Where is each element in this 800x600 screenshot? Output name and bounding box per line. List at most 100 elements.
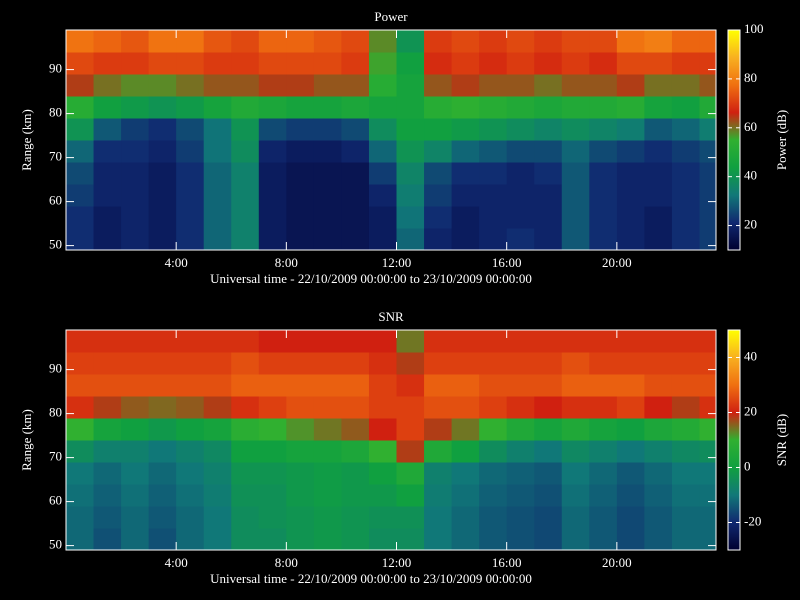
cell [644,374,673,397]
cell [93,528,122,550]
cell [66,352,95,375]
cell [148,52,177,75]
cell [286,484,315,507]
cell [93,352,122,375]
cell [368,528,398,550]
cell [616,206,645,229]
cell [396,396,425,419]
cell [616,484,645,507]
cell [203,74,232,97]
cell [93,440,122,463]
cell [313,206,342,229]
cell [424,206,453,229]
cell [451,484,480,507]
cell [93,118,122,141]
cell [699,118,716,141]
y-tick-label: 70 [49,449,62,464]
cell [534,184,563,207]
cell [341,484,370,507]
cell [396,330,425,353]
cell [368,162,398,185]
cell [66,418,95,441]
cell [534,374,563,397]
cell [176,528,205,550]
cell [451,30,480,53]
cell [616,330,645,353]
cell [506,162,535,185]
cell [286,162,315,185]
x-tick-label: 20:00 [602,255,632,270]
cell [451,374,480,397]
cell [231,228,260,250]
cell [644,118,673,141]
cell [699,396,716,419]
cell [534,118,563,141]
cell [424,184,453,207]
cell [589,528,618,550]
cell [589,418,618,441]
cell [396,418,425,441]
cell [176,484,205,507]
cell [341,374,370,397]
cell [451,528,480,550]
cell [231,506,260,529]
cell [148,228,177,250]
cell [93,396,122,419]
cell [176,506,205,529]
cell [203,30,232,53]
cell [506,330,535,353]
cell [66,462,95,485]
cell [231,184,260,207]
cell [286,506,315,529]
cell [534,462,563,485]
cell [644,228,673,250]
cell [121,118,150,141]
cell [589,118,618,141]
cell [616,74,645,97]
cell [561,484,590,507]
cell [534,506,563,529]
cell [589,52,618,75]
cell [231,440,260,463]
cell [534,162,563,185]
cell [644,418,673,441]
cell [396,206,425,229]
cell [93,30,122,53]
cell [286,74,315,97]
cell [671,30,700,53]
cell [534,30,563,53]
cell [671,528,700,550]
plot-frame [65,29,717,251]
cell [671,162,700,185]
cell [644,30,673,53]
cell [121,396,150,419]
cell [66,96,95,119]
cell [66,30,95,53]
cell [286,330,315,353]
cell [589,374,618,397]
cell [176,418,205,441]
cell [644,506,673,529]
cell [616,374,645,397]
cell [203,374,232,397]
cell [66,162,95,185]
cell [203,484,232,507]
cell [534,52,563,75]
cell [506,140,535,163]
cell [479,140,508,163]
cell [66,228,95,250]
cell [561,30,590,53]
cell [368,374,398,397]
y-tick-label: 80 [49,105,62,120]
cell [671,52,700,75]
cell [93,74,122,97]
cell [561,330,590,353]
cell [258,228,287,250]
x-tick-label: 8:00 [275,555,298,570]
cell [644,140,673,163]
cell [313,396,342,419]
cell [699,330,716,353]
cell [616,528,645,550]
cell [148,352,177,375]
cell [534,528,563,550]
